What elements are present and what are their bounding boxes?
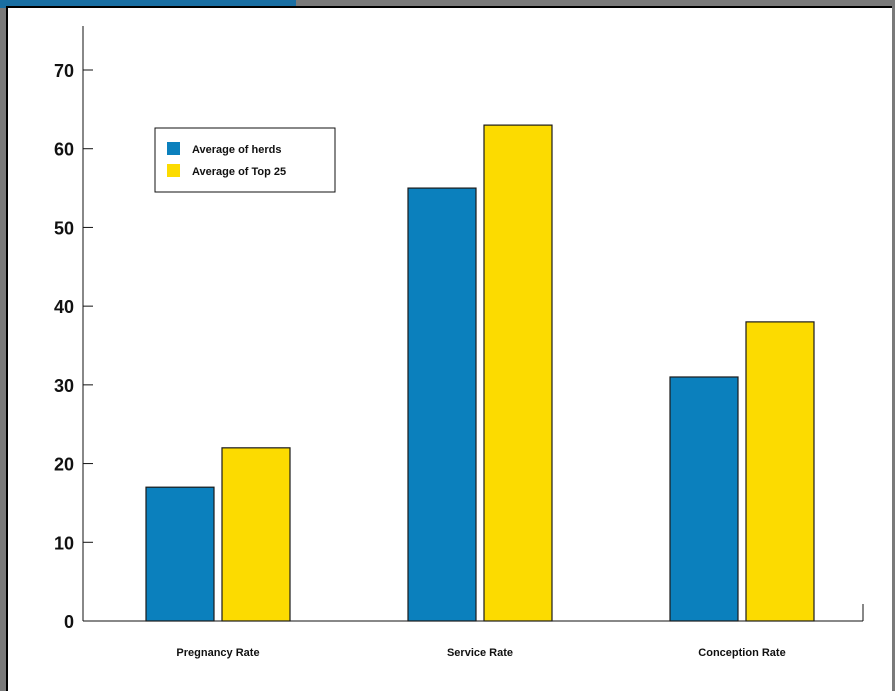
y-tick-label: 50 — [54, 218, 74, 238]
legend-swatch — [167, 164, 180, 177]
bar-herds-conception-rate — [669, 376, 739, 622]
y-tick-label: 40 — [54, 297, 74, 317]
x-category-label: Conception Rate — [698, 647, 785, 659]
bar-herds-pregnancy-rate — [145, 486, 215, 622]
y-tick-label: 0 — [64, 612, 74, 632]
bar-herds-service-rate — [407, 187, 477, 622]
bar-top25-pregnancy-rate — [221, 447, 291, 622]
legend-swatch — [167, 142, 180, 155]
y-tick-label: 20 — [54, 455, 74, 475]
y-tick-label: 10 — [54, 533, 74, 553]
x-category-label: Service Rate — [447, 647, 513, 659]
bar-top25-service-rate — [483, 124, 553, 622]
y-tick-label: 30 — [54, 376, 74, 396]
y-tick-label: 70 — [54, 61, 74, 81]
legend-label: Average of herds — [192, 144, 281, 156]
legend-label: Average of Top 25 — [192, 166, 286, 178]
legend-box — [154, 127, 336, 193]
header-band — [0, 0, 296, 8]
x-category-label: Pregnancy Rate — [176, 647, 259, 659]
bar-top25-conception-rate — [745, 321, 815, 622]
y-tick-label: 60 — [54, 140, 74, 160]
